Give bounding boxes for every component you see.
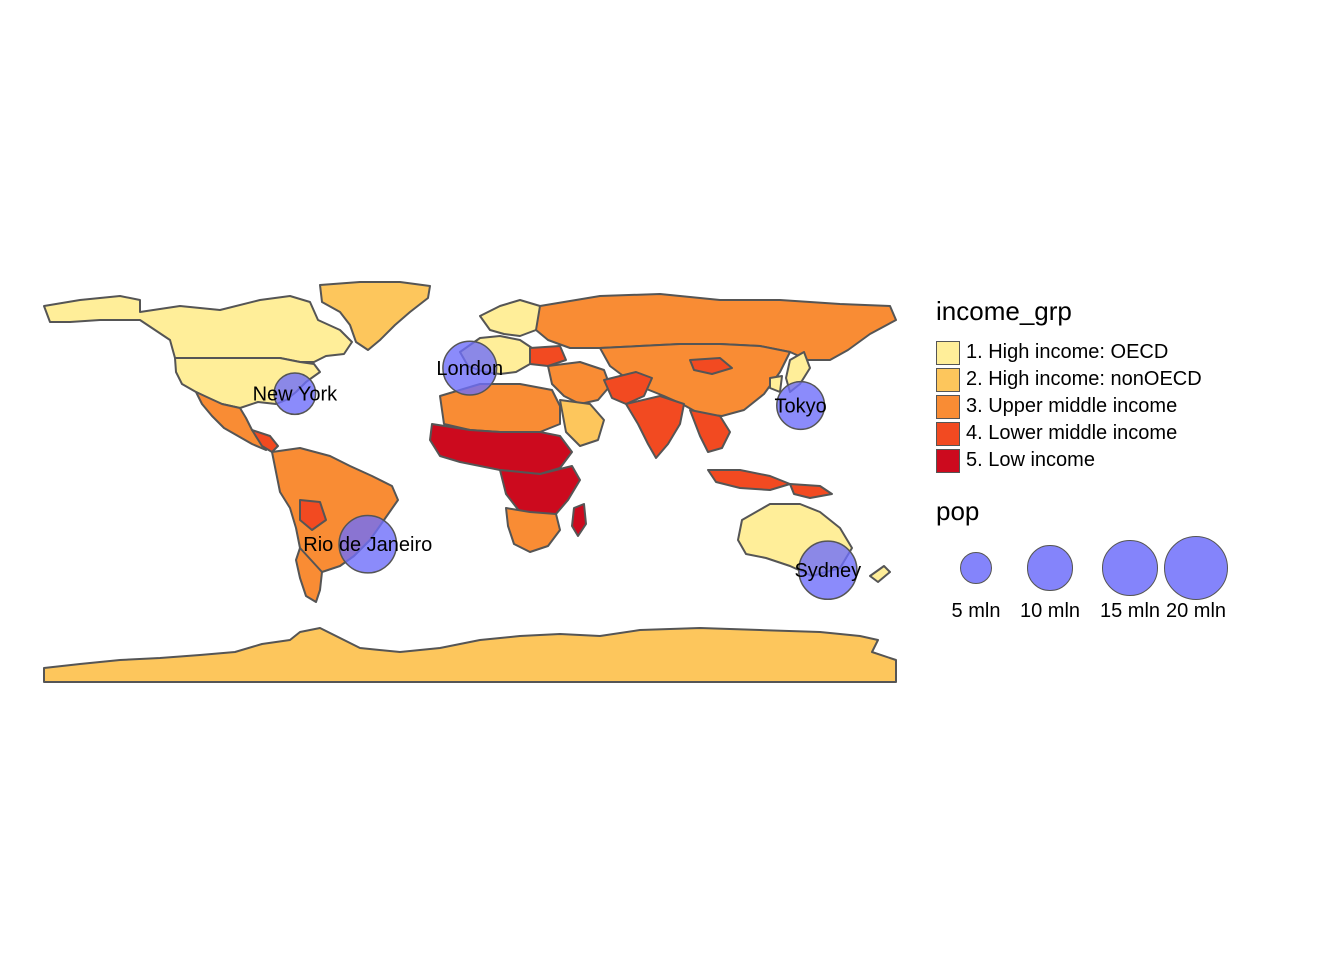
income-legend-title: income_grp xyxy=(936,296,1072,326)
city-bubble xyxy=(273,372,317,416)
city-labels: New York London Tokyo Rio de Janeiro Sydney xyxy=(253,358,862,582)
city-label: Sydney xyxy=(794,560,861,582)
city-label: London xyxy=(436,358,503,380)
city-bubble xyxy=(338,514,398,574)
city-symbols xyxy=(273,340,858,601)
legend-label: 2. High income: nonOECD xyxy=(966,368,1202,390)
indonesia xyxy=(707,469,791,491)
income-legend: income_grp 1. High income: OECD 2. High … xyxy=(936,296,1202,474)
city-bubble xyxy=(442,340,498,396)
papua xyxy=(789,483,833,499)
pop-legend: pop 5 mln 10 mln 15 mln 20 mln xyxy=(936,496,1256,636)
legend-label: 5. Low income xyxy=(966,449,1095,471)
pop-legend-title: pop xyxy=(936,496,980,526)
city-label: Tokyo xyxy=(774,396,826,418)
legend-swatch xyxy=(936,367,960,392)
city-bubble xyxy=(798,540,858,601)
legend-item-income-5: 5. Low income xyxy=(936,447,1202,474)
legend-item-income-1: 1. High income: OECD xyxy=(936,339,1202,366)
pop-symbol-5 xyxy=(960,552,992,584)
pop-label-5: 5 mln xyxy=(951,600,1001,622)
legend-swatch xyxy=(936,448,960,473)
legend-item-income-3: 3. Upper middle income xyxy=(936,393,1202,420)
city-label: Rio de Janeiro xyxy=(303,534,432,556)
legend-label: 3. Upper middle income xyxy=(966,395,1178,417)
middle-east xyxy=(547,361,611,405)
canada xyxy=(43,295,353,363)
pop-symbol-10 xyxy=(1027,545,1073,591)
legend-label: 4. Lower middle income xyxy=(966,422,1178,444)
pop-symbol-15 xyxy=(1102,540,1158,596)
south-asia-west xyxy=(603,371,653,405)
southern-cone xyxy=(295,547,323,603)
eastern-europe xyxy=(529,345,567,367)
legend-swatch xyxy=(936,421,960,446)
india xyxy=(625,395,685,459)
greenland xyxy=(319,281,431,351)
pop-label-15: 15 mln xyxy=(1099,600,1161,622)
bolivia xyxy=(299,499,327,531)
city-bubble xyxy=(776,380,826,431)
central-america xyxy=(251,429,279,453)
central-africa xyxy=(499,465,581,521)
country-shapes xyxy=(43,281,897,683)
mongolia xyxy=(689,357,733,375)
pop-label-20: 20 mln xyxy=(1165,600,1227,622)
legend-label: 1. High income: OECD xyxy=(966,341,1169,363)
legend-item-income-4: 4. Lower middle income xyxy=(936,420,1202,447)
southeast-asia xyxy=(689,409,731,453)
southern-africa xyxy=(505,507,561,553)
pop-label-10: 10 mln xyxy=(1019,600,1081,622)
legend-swatch xyxy=(936,340,960,365)
sahel-west-africa xyxy=(429,423,573,475)
new-zealand xyxy=(869,565,891,583)
city-label: New York xyxy=(253,384,338,406)
korea xyxy=(769,375,783,393)
arabia xyxy=(559,399,605,447)
scandinavia xyxy=(479,299,545,337)
russia xyxy=(535,293,897,361)
madagascar xyxy=(571,503,587,537)
pop-symbol-20 xyxy=(1164,536,1228,600)
legend-item-income-2: 2. High income: nonOECD xyxy=(936,366,1202,393)
antarctica xyxy=(43,627,897,683)
legend-swatch xyxy=(936,394,960,419)
